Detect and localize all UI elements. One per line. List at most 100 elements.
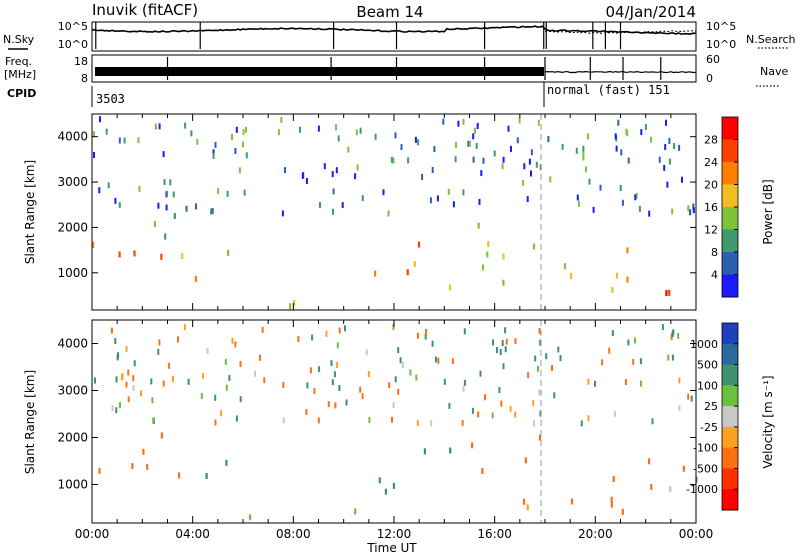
echo-cell [582, 145, 585, 152]
echo-cell [173, 213, 176, 219]
echo-cell [119, 402, 121, 409]
echo-cell [626, 247, 629, 254]
echo-cell [484, 394, 486, 401]
colorbar-tick-label: 20 [704, 179, 718, 192]
echo-cell [338, 385, 341, 391]
echo-cell [158, 123, 161, 130]
echo-cell [220, 410, 223, 417]
echo-cell [545, 353, 548, 360]
echo-cell [280, 116, 283, 123]
echo-cell [160, 432, 163, 439]
x-tick-label: 00:00 [679, 527, 714, 541]
echo-cell [335, 167, 338, 174]
echo-cell [336, 362, 339, 368]
echo-cell [333, 371, 336, 378]
echo-cell [690, 395, 693, 402]
colorbar-swatch [722, 406, 738, 428]
echo-cell [235, 415, 238, 422]
echo-cell [447, 188, 450, 195]
echo-cell [392, 157, 395, 164]
echo-cell [415, 374, 418, 381]
y-tick-label: 3000 [57, 175, 88, 189]
echo-cell [648, 210, 651, 217]
echo-cell [613, 410, 616, 417]
colorbar-swatch [722, 468, 738, 490]
colorbar-tick-label: 4 [711, 269, 718, 282]
echo-cell [331, 379, 334, 386]
echo-cell [493, 150, 496, 157]
echo-cell [471, 442, 474, 449]
echo-cell [142, 448, 145, 455]
echo-cell [151, 397, 154, 404]
echo-cell [682, 465, 685, 472]
echo-cell [451, 358, 454, 365]
echo-cell [132, 375, 135, 382]
echo-cell [331, 171, 334, 178]
echo-cell [93, 131, 95, 138]
echo-cell [538, 328, 541, 334]
echo-cell [671, 331, 674, 338]
colorbar-tick-label: 8 [711, 246, 718, 259]
echo-cell [549, 176, 552, 183]
echo-cell [234, 341, 237, 348]
echo-cell [538, 434, 542, 441]
echo-cell [648, 458, 651, 465]
echo-cell [617, 119, 620, 126]
echo-cell [533, 420, 535, 427]
echo-cell [526, 196, 529, 203]
echo-cell [367, 371, 370, 378]
colorbar-swatch [722, 489, 738, 511]
echo-cell [282, 417, 285, 424]
echo-cell [217, 188, 220, 195]
power-ylabel: Slant Range [km] [23, 160, 37, 264]
echo-cell [325, 330, 328, 337]
echo-cell [665, 290, 668, 297]
freq-unit: [MHz] [4, 68, 36, 81]
echo-cell [658, 156, 661, 163]
echo-cell [242, 129, 245, 136]
echo-cell [228, 375, 231, 381]
echo-cell [669, 486, 672, 493]
echo-cell [626, 276, 629, 283]
echo-cell [651, 418, 654, 425]
colorbar-swatch [722, 447, 738, 469]
echo-cell [614, 133, 617, 140]
colorbar-swatch [722, 184, 738, 208]
echo-cell [127, 396, 130, 403]
echo-cell [195, 203, 197, 210]
echo-cell [127, 369, 130, 376]
nsky-tick-top: 10^5 [58, 20, 88, 33]
freq-label: Freq. [5, 55, 32, 68]
echo-cell [588, 178, 591, 185]
echo-cell [454, 156, 457, 163]
echo-cell [317, 417, 320, 424]
colorbar-tick-label: -500 [693, 462, 718, 475]
echo-cell [442, 118, 445, 125]
echo-cell [311, 334, 314, 341]
echo-cell [277, 129, 280, 136]
echo-cell [611, 286, 614, 293]
echo-cell [347, 146, 350, 153]
echo-cell [138, 185, 141, 192]
echo-cell [526, 504, 529, 511]
echo-cell [434, 356, 437, 363]
echo-cell [502, 156, 505, 163]
colorbar-tick-label: 24 [704, 156, 718, 169]
echo-cell [111, 405, 114, 412]
echo-cell [615, 272, 619, 279]
colorbar-swatch [722, 117, 738, 140]
echo-cell [345, 399, 348, 406]
colorbar-swatch [722, 207, 738, 230]
echo-cell [259, 354, 262, 361]
y-tick-label: 1000 [57, 266, 88, 280]
echo-cell [650, 136, 653, 143]
echo-cell [516, 137, 519, 144]
echo-cell [374, 270, 377, 277]
nsky-tick-bottom: 10^0 [58, 38, 88, 51]
beam-title: Beam 14 [356, 3, 423, 21]
echo-cell [671, 208, 674, 215]
echo-cell [150, 378, 153, 385]
echo-cell [114, 197, 117, 204]
echo-cell [313, 388, 316, 395]
echo-cell [337, 135, 340, 142]
